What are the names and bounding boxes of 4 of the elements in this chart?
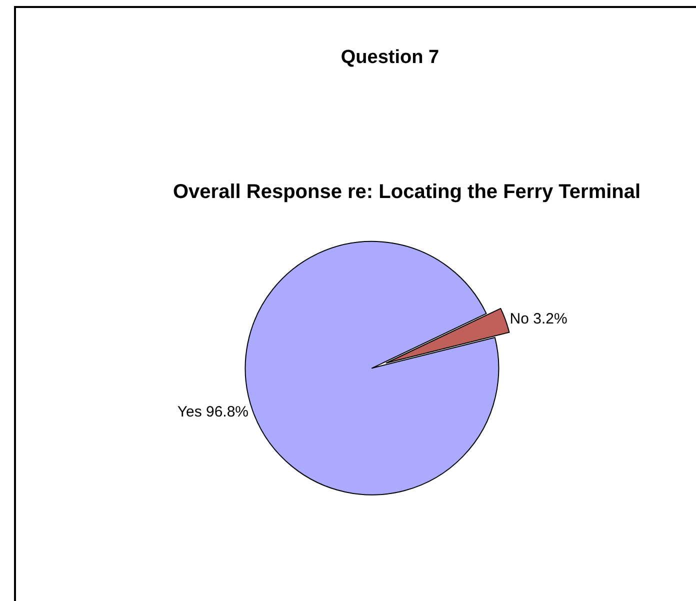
chart-title: Question 7 (340, 46, 440, 68)
slice-label: No 3.2% (510, 310, 568, 328)
slice-label: Yes 96.8% (177, 403, 249, 420)
chart-subtitle: Overall Response re: Locating the Ferry Terminal (173, 181, 641, 203)
